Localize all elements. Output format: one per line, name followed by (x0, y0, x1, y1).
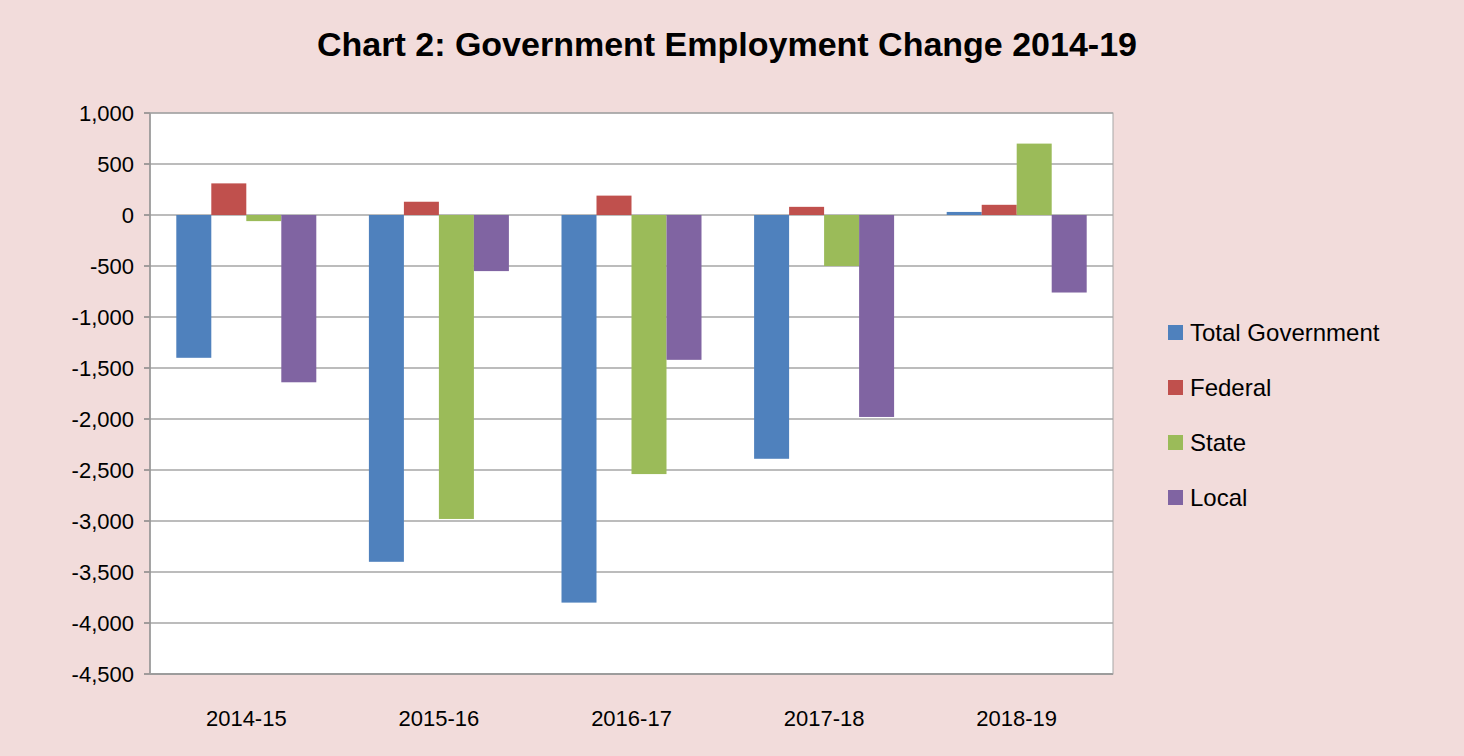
grid-line (150, 163, 1113, 165)
y-tick-label: -3,500 (72, 560, 134, 585)
legend-swatch (1168, 435, 1183, 450)
legend-swatch (1168, 380, 1183, 395)
bar (474, 215, 509, 271)
bar (982, 205, 1017, 215)
y-tick-label: -1,000 (72, 305, 134, 330)
bar (404, 202, 439, 215)
y-tick (144, 214, 150, 216)
grid-line (150, 622, 1113, 624)
y-tick-label: -1,500 (72, 356, 134, 381)
bar (947, 212, 982, 215)
x-tick-label: 2015-16 (399, 706, 480, 731)
y-tick (144, 163, 150, 165)
chart-root: Chart 2: Government Employment Change 20… (0, 0, 1464, 756)
y-tick (144, 622, 150, 624)
y-tick (144, 469, 150, 471)
legend-swatch (1168, 490, 1183, 505)
bar (667, 215, 702, 360)
legend-swatch (1168, 325, 1183, 340)
x-tick-label: 2014-15 (206, 706, 287, 731)
y-tick-label: 500 (97, 152, 134, 177)
plot-frame (150, 113, 1113, 674)
bars (176, 144, 1086, 603)
bar (562, 215, 597, 603)
y-tick-label: -500 (90, 254, 134, 279)
x-tick-label: 2018-19 (976, 706, 1057, 731)
legend-label: Total Government (1190, 319, 1380, 346)
chart-svg: Chart 2: Government Employment Change 20… (0, 0, 1464, 756)
bar (369, 215, 404, 562)
grid (144, 113, 1113, 674)
y-tick-label: 1,000 (79, 101, 134, 126)
grid-line (150, 520, 1113, 522)
title: Chart 2: Government Employment Change 20… (317, 25, 1137, 63)
y-tick (144, 571, 150, 573)
bar (246, 215, 281, 221)
x-tick-label: 2016-17 (591, 706, 672, 731)
legend-label: Local (1190, 484, 1247, 511)
x-tick-label: 2017-18 (784, 706, 865, 731)
bar (439, 215, 474, 519)
legend: Total Government Federal State Local (1168, 319, 1380, 511)
y-tick (144, 367, 150, 369)
y-tick-label: -3,000 (72, 509, 134, 534)
y-tick (144, 520, 150, 522)
y-tick-label: -2,000 (72, 407, 134, 432)
y-tick-label: -4,000 (72, 611, 134, 636)
y-tick (144, 112, 150, 114)
bar (211, 183, 246, 215)
bar (1017, 144, 1052, 215)
y-tick (144, 418, 150, 420)
y-tick (144, 673, 150, 675)
bar (824, 215, 859, 266)
y-tick (144, 265, 150, 267)
legend-label: Federal (1190, 374, 1271, 401)
bar (1052, 215, 1087, 293)
bar (632, 215, 667, 474)
bar (859, 215, 894, 417)
legend-label: State (1190, 429, 1246, 456)
bar (789, 207, 824, 215)
y-tick-label: -4,500 (72, 662, 134, 687)
grid-line (150, 571, 1113, 573)
y-tick-label: -2,500 (72, 458, 134, 483)
bar (754, 215, 789, 459)
y-tick-label: 0 (122, 203, 134, 228)
plot-area (150, 113, 1113, 674)
y-tick (144, 316, 150, 318)
bar (176, 215, 211, 358)
bar (281, 215, 316, 382)
bar (597, 196, 632, 215)
